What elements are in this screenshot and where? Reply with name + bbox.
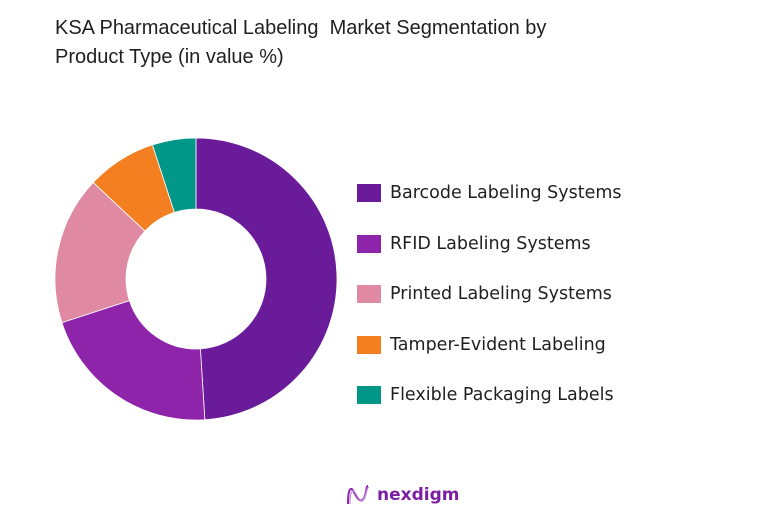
- legend-swatch: [357, 234, 381, 253]
- chart-title-line-2: Product Type (in value %): [55, 46, 284, 68]
- legend-label: RFID Labeling Systems: [390, 233, 591, 254]
- legend-label: Printed Labeling Systems: [390, 284, 612, 305]
- legend-swatch: [357, 335, 381, 354]
- legend-item-rfid: RFID Labeling Systems: [357, 219, 622, 270]
- chart-title-line-1: KSA Pharmaceutical Labeling Market Segme…: [55, 17, 547, 39]
- legend-item-printed: Printed Labeling Systems: [357, 269, 622, 320]
- legend-label: Flexible Packaging Labels: [390, 385, 614, 406]
- chart-title: KSA Pharmaceutical Labeling Market Segme…: [55, 14, 735, 72]
- legend-item-flexible: Flexible Packaging Labels: [357, 370, 622, 421]
- legend-swatch: [357, 386, 381, 405]
- legend-label: Tamper-Evident Labeling: [390, 334, 606, 355]
- legend-item-barcode: Barcode Labeling Systems: [357, 168, 622, 219]
- legend-swatch: [357, 285, 381, 304]
- brand-logo: nexdigm: [345, 484, 459, 506]
- brand-name: nexdigm: [377, 485, 460, 505]
- donut-slice-rfid: [61, 300, 206, 421]
- legend-label: Barcode Labeling Systems: [390, 183, 622, 204]
- donut-chart: [54, 137, 338, 421]
- legend-swatch: [357, 184, 381, 203]
- donut-slice-barcode: [195, 137, 338, 421]
- legend-item-tamper: Tamper-Evident Labeling: [357, 320, 622, 371]
- nexdigm-wave-icon: [347, 485, 370, 505]
- donut-slice-flexible: [151, 137, 197, 213]
- chart-legend: Barcode Labeling Systems RFID Labeling S…: [357, 168, 622, 421]
- donut-slice-printed: [54, 181, 146, 324]
